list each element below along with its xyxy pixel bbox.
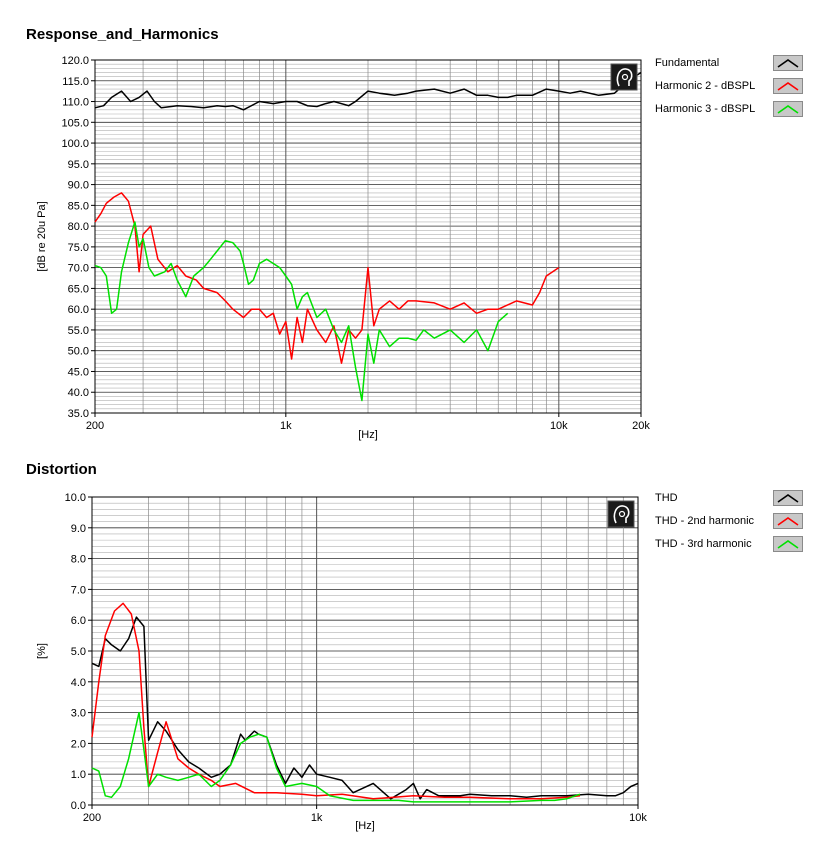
- x-tick-label: 20k: [632, 420, 650, 432]
- y-tick-label: 9.0: [71, 523, 86, 535]
- head-logo-icon: [607, 500, 635, 528]
- legend-item-thd-3rd[interactable]: THD - 3rd harmonic: [655, 536, 820, 556]
- x-axis-label: [Hz]: [355, 820, 375, 832]
- y-tick-label: 95.0: [68, 159, 89, 171]
- x-tick-label: 1k: [311, 812, 323, 824]
- y-tick-label: 40.0: [68, 387, 89, 399]
- plot-frame: [94, 59, 642, 414]
- line-swatch-icon: [773, 55, 803, 71]
- y-tick-label: 105.0: [61, 117, 89, 129]
- chart-title-response: Response_and_Harmonics: [26, 26, 219, 43]
- y-tick-label: 7.0: [71, 584, 86, 596]
- logo-ear: [618, 510, 626, 518]
- chart-title-distortion: Distortion: [26, 461, 97, 478]
- legend-item-thd[interactable]: THD: [655, 490, 820, 510]
- y-tick-label: 75.0: [68, 242, 89, 254]
- y-tick-label: 55.0: [68, 325, 89, 337]
- plot-area-0: 35.0 40.0 45.0 50.0 55.0 60.0 65.0 70.0 75.0 80.0…: [36, 55, 650, 441]
- y-tick-label: 50.0: [68, 346, 89, 358]
- y-tick-label: 110.0: [62, 97, 89, 109]
- y-tick-label: 70.0: [68, 263, 89, 275]
- y-tick-label: 90.0: [68, 180, 89, 192]
- logo-head-outline: [616, 68, 633, 87]
- y-tick-label: 6.0: [71, 615, 86, 627]
- plot-area-1: 0.0 1.0 2.0 3.0 4.0 5.0 6.0 7.0 8.0 9.0 10.0 200 1k 1…: [36, 492, 647, 832]
- series-line-2: [91, 711, 581, 803]
- y-tick-label: 3.0: [71, 708, 86, 720]
- legend-label: Fundamental: [655, 57, 720, 69]
- legend-item-thd-2nd[interactable]: THD - 2nd harmonic: [655, 513, 820, 533]
- logo-frame: [607, 500, 635, 528]
- x-axis-label: [Hz]: [358, 429, 378, 441]
- y-tick-label: 35.0: [68, 408, 89, 420]
- y-tick-label: 5.0: [71, 646, 86, 658]
- y-tick-label: 80.0: [68, 221, 89, 233]
- head-logo-icon: [610, 63, 638, 91]
- logo-frame: [610, 63, 638, 91]
- y-tick-label: 120.0: [61, 55, 89, 67]
- legend-label: THD - 2nd harmonic: [655, 515, 755, 527]
- y-tick-label: 60.0: [68, 304, 89, 316]
- y-tick-label: 85.0: [68, 200, 89, 212]
- series-line-2: [94, 221, 509, 402]
- series-line-0: [91, 616, 639, 800]
- y-tick-label: 45.0: [68, 366, 89, 378]
- legend-label: Harmonic 3 - dBSPL: [655, 103, 756, 115]
- legend-label: THD: [655, 492, 678, 504]
- logo-head-outline: [613, 505, 630, 524]
- legend-item-fundamental[interactable]: Fundamental: [655, 55, 820, 75]
- y-tick-label: 115.0: [62, 76, 89, 88]
- legend-item-harmonic-2[interactable]: Harmonic 2 - dBSPL: [655, 78, 820, 98]
- line-swatch-icon: [773, 101, 803, 117]
- y-tick-label: 8.0: [71, 554, 86, 566]
- y-tick-label: 65.0: [68, 283, 89, 295]
- series-line-1: [94, 192, 560, 364]
- y-axis-label: [dB re 20u Pa]: [36, 201, 48, 271]
- y-axis-label: [%]: [36, 643, 48, 659]
- legend-label: Harmonic 2 - dBSPL: [655, 80, 756, 92]
- x-tick-label: 200: [83, 812, 101, 824]
- x-tick-label: 10k: [550, 420, 568, 432]
- y-tick-label: 2.0: [71, 738, 86, 750]
- line-swatch-icon: [773, 78, 803, 94]
- logo-ear: [621, 73, 629, 81]
- line-swatch-icon: [773, 490, 803, 506]
- x-tick-label: 10k: [629, 812, 647, 824]
- y-tick-label: 0.0: [71, 800, 86, 812]
- y-tick-label: 100.0: [61, 138, 89, 150]
- legend-label: THD - 3rd harmonic: [655, 538, 752, 550]
- y-tick-label: 10.0: [65, 492, 86, 504]
- y-tick-label: 4.0: [71, 677, 86, 689]
- legend-item-harmonic-3[interactable]: Harmonic 3 - dBSPL: [655, 101, 820, 121]
- y-tick-label: 1.0: [71, 769, 86, 781]
- line-swatch-icon: [773, 536, 803, 552]
- line-swatch-icon: [773, 513, 803, 529]
- x-tick-label: 1k: [280, 420, 292, 432]
- series-line-0: [94, 71, 642, 111]
- x-tick-label: 200: [86, 420, 104, 432]
